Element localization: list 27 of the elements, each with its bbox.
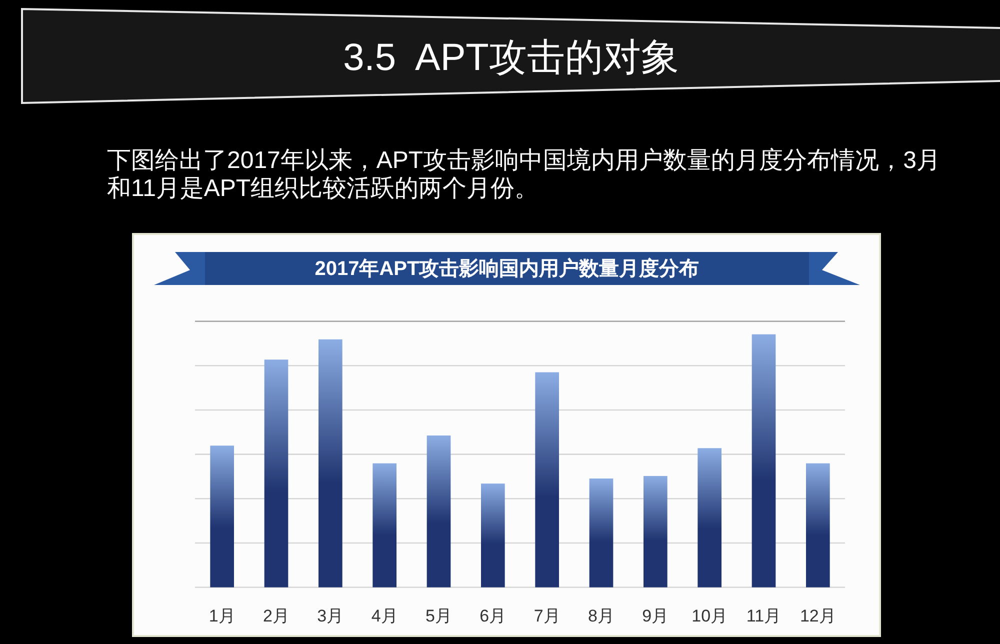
bar [752,334,776,588]
bar [698,448,722,588]
bar [806,463,830,588]
x-tick-label: 11月 [746,606,782,626]
bar [481,484,505,588]
bar [264,360,288,588]
chart-subtitle: 下图给出了2017年以来，APT攻击影响中国境内用户数量的月度分布情况，3月和11月是APT组织比较活跃的两个月份。 [107,147,942,203]
x-tick-label: 7月 [534,606,560,626]
bar [372,463,396,588]
x-tick-label: 3月 [317,606,344,626]
bar [535,372,559,588]
x-tick-label: 10月 [692,606,728,626]
x-tick-label: 5月 [426,606,452,626]
x-tick-label: 12月 [800,606,836,626]
x-tick-label: 4月 [371,606,398,626]
x-tick-label: 2月 [263,606,290,626]
x-tick-label: 6月 [480,606,506,626]
text: 2017年APT攻击影响国内用户数量月度分布 [314,257,700,280]
bar [644,476,668,588]
chart-title: 3.5 APT攻击的对象 [343,37,679,79]
x-tick-label: 8月 [588,606,614,626]
x-tick-label: 9月 [642,606,669,626]
bar [426,436,451,588]
bar [589,478,614,588]
x-tick-label: 1月 [208,606,236,626]
bar [210,446,234,588]
bar [318,339,342,588]
